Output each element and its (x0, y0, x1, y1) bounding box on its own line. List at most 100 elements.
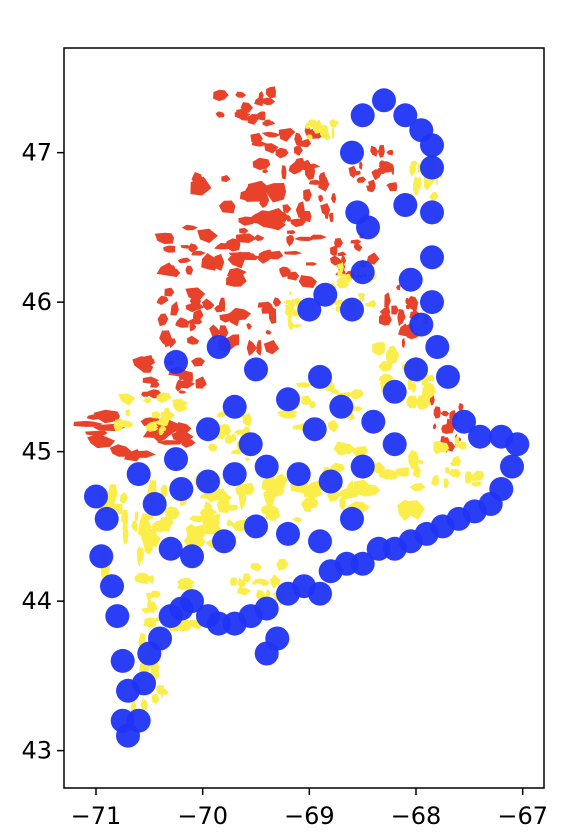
data-point (222, 394, 247, 419)
y-tick-label: 44 (21, 587, 52, 615)
data-point (350, 454, 375, 479)
data-point (100, 574, 124, 599)
region-patch (386, 149, 394, 156)
region-patch (303, 189, 312, 202)
x-tick-label: −70 (177, 802, 228, 830)
region-patch (366, 252, 380, 265)
data-point (276, 387, 300, 412)
data-point (372, 88, 396, 113)
region-patch (141, 391, 151, 397)
region-patch (426, 375, 435, 382)
region-patch (180, 245, 191, 249)
region-patch (259, 192, 270, 208)
region-patch (396, 284, 401, 291)
data-point (212, 529, 236, 554)
region-patch (329, 245, 338, 256)
region-patch (284, 250, 303, 255)
region-patch (145, 358, 155, 362)
region-patch (131, 520, 138, 532)
data-point (329, 394, 354, 419)
region-patch (230, 577, 238, 586)
region-patch (151, 693, 160, 704)
region-patch (221, 175, 231, 182)
region-patch (86, 413, 109, 420)
region-patch (250, 216, 266, 222)
region-patch (443, 478, 450, 489)
data-point (126, 708, 151, 733)
region-patch (156, 392, 172, 403)
region-patch (263, 340, 280, 355)
region-patch (294, 297, 302, 307)
region-patch (181, 224, 198, 231)
region-patch (261, 504, 280, 514)
y-axis: 43 44 45 46 47 (21, 139, 64, 765)
data-point (297, 297, 322, 322)
region-patch (156, 295, 169, 305)
region-patch (87, 434, 116, 449)
region-patch (140, 531, 161, 548)
data-point (393, 193, 418, 217)
region-patch (350, 239, 362, 244)
data-point (500, 454, 524, 479)
region-patch (377, 145, 385, 158)
region-patch (397, 499, 415, 521)
region-patch (175, 379, 182, 392)
region-patch (308, 498, 319, 509)
region-patch (156, 419, 167, 426)
data-point (254, 641, 279, 666)
data-point (164, 349, 188, 374)
region-patch (370, 145, 378, 157)
region-patch (304, 123, 310, 129)
region-patch (177, 582, 194, 591)
region-patch (225, 435, 234, 444)
region-patch (84, 430, 108, 436)
region-patch (177, 257, 191, 264)
region-patch (254, 234, 265, 242)
data-point (142, 492, 167, 516)
data-point (89, 544, 114, 569)
region-patch (385, 347, 400, 365)
region-patch (418, 175, 422, 190)
data-point (206, 335, 231, 359)
region-patch (305, 262, 318, 266)
data-point (340, 506, 364, 531)
region-patch (372, 342, 386, 356)
data-point (308, 364, 332, 389)
region-patch (279, 266, 291, 278)
axes-frame (63, 47, 545, 789)
region-patch (287, 271, 300, 281)
data-point (489, 477, 514, 501)
region-patch (189, 294, 201, 308)
data-point (489, 424, 514, 449)
data-point (244, 357, 268, 382)
region-patch (258, 249, 274, 264)
region-patch (250, 132, 263, 144)
data-point (222, 462, 247, 487)
region-patch (320, 203, 331, 217)
data-point (180, 544, 204, 569)
data-point (132, 671, 156, 696)
region-patch (397, 309, 406, 327)
region-patch (134, 572, 150, 584)
region-patch (261, 476, 277, 492)
region-patch (337, 251, 347, 257)
y-tick-label: 46 (21, 288, 52, 316)
region-patch (465, 474, 484, 481)
region-patch (228, 252, 252, 256)
region-patch (238, 488, 247, 511)
region-patch (378, 469, 400, 480)
region-patch (330, 255, 342, 266)
region-patch (151, 411, 162, 419)
region-patch (295, 382, 313, 388)
region-patch (185, 287, 206, 302)
region-patch (265, 86, 276, 99)
region-patch (252, 157, 271, 171)
region-patch (278, 211, 289, 223)
region-patch (125, 408, 131, 417)
region-patch (164, 287, 175, 297)
region-patch (109, 444, 132, 457)
region-patch (242, 185, 255, 203)
region-patch (270, 574, 281, 587)
x-axis: −71 −70 −69 −68 −67 (71, 788, 548, 830)
data-point (436, 364, 460, 389)
